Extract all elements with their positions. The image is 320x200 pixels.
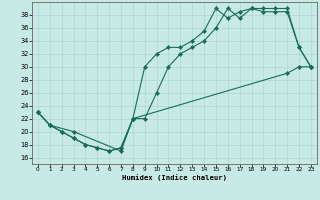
X-axis label: Humidex (Indice chaleur): Humidex (Indice chaleur) — [122, 175, 227, 181]
